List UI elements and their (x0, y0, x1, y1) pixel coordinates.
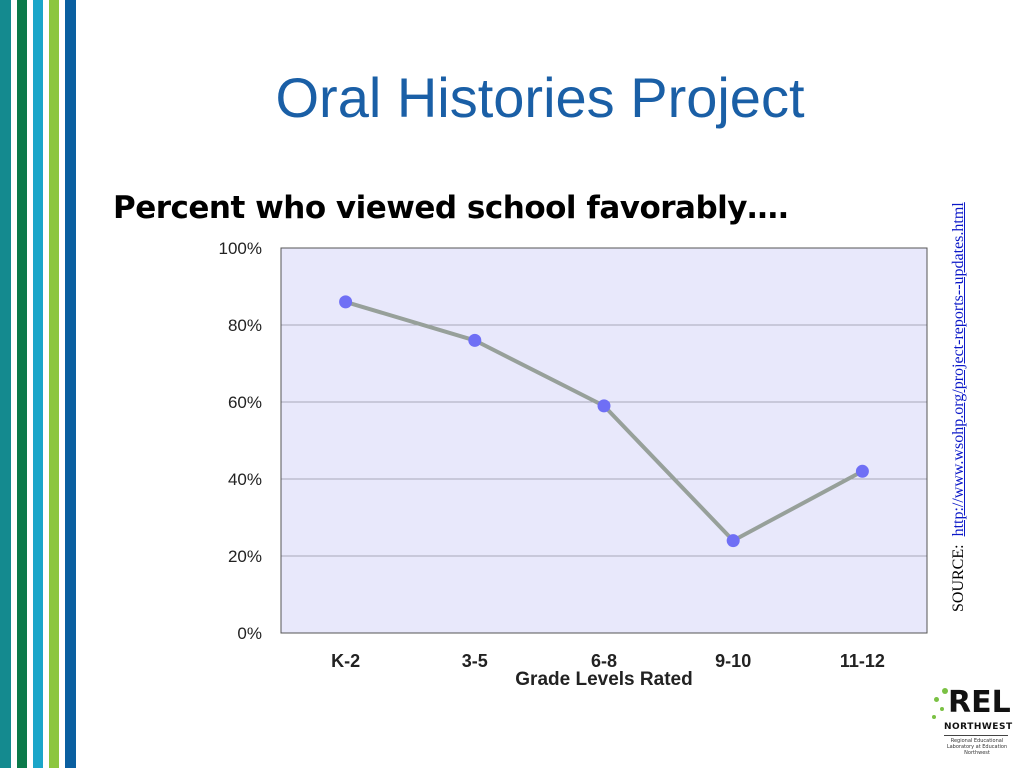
stripe-1 (11, 0, 17, 768)
logo-dot (940, 707, 944, 711)
x-axis-label: Grade Levels Rated (515, 669, 692, 690)
chart-subtitle: Percent who viewed school favorably…. (113, 190, 789, 226)
logo-dot (932, 715, 936, 719)
data-point (597, 399, 611, 413)
y-tick-label: 100% (219, 239, 262, 258)
plot-frame (280, 247, 928, 634)
source-link[interactable]: http://www.wsohp.org/project-reports--up… (950, 202, 967, 537)
stripe-6 (49, 0, 59, 768)
x-tick-label: K-2 (331, 651, 360, 671)
x-tick-label: 11-12 (840, 651, 885, 671)
stripe-5 (43, 0, 49, 768)
stripe-2 (17, 0, 27, 768)
y-tick-label: 40% (228, 470, 262, 489)
stripe-4 (33, 0, 43, 768)
rel-northwest-logo: REL NORTHWEST Regional Educational Labor… (928, 684, 1014, 762)
stripe-8 (65, 0, 76, 768)
y-tick-label: 0% (237, 624, 262, 643)
data-point (468, 333, 482, 347)
plot-area (281, 248, 927, 633)
source-citation: SOURCE: http://www.wsohp.org/project-rep… (950, 202, 968, 612)
slide-title: Oral Histories Project (275, 66, 805, 129)
x-tick-label: 6-8 (591, 651, 617, 671)
y-tick-label: 20% (228, 547, 262, 566)
logo-word: REL (948, 685, 1011, 720)
logo-tagline: Regional Educational Laboratory at Educa… (946, 738, 1008, 756)
data-point (339, 295, 353, 309)
data-point (855, 464, 869, 478)
y-tick-label: 80% (228, 316, 262, 335)
x-tick-label: 9-10 (715, 651, 751, 671)
logo-divider (944, 735, 1008, 736)
data-point (726, 534, 740, 548)
logo-dot (934, 697, 939, 702)
logo-dot (942, 688, 948, 694)
stripe-3 (27, 0, 33, 768)
source-prefix: SOURCE: (950, 544, 967, 612)
logo-subtitle: NORTHWEST (944, 722, 1013, 732)
stripe-7 (59, 0, 65, 768)
stripe-0 (0, 0, 11, 768)
x-tick-label: 3-5 (462, 651, 488, 671)
y-tick-label: 60% (228, 393, 262, 412)
